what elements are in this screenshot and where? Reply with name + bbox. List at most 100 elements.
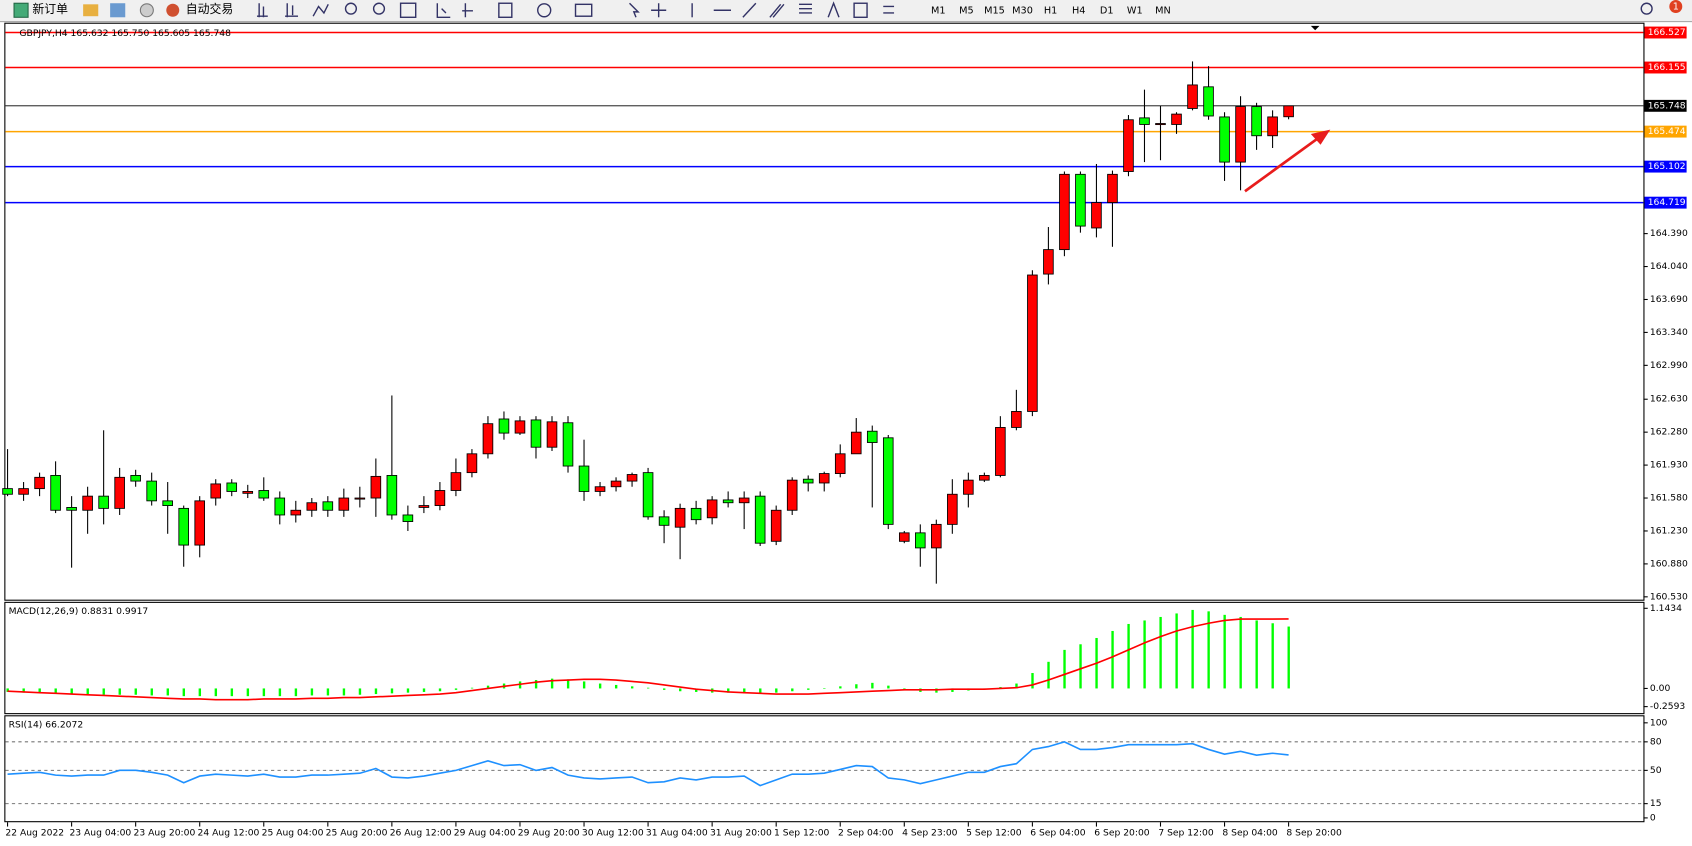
timeframe-button[interactable]: W1: [1127, 5, 1143, 16]
timeframe-button[interactable]: M15: [984, 5, 1005, 16]
macd-bar: [1015, 683, 1018, 689]
icon[interactable]: [285, 3, 299, 18]
candle-body: [242, 491, 254, 494]
timeframe-button[interactable]: D1: [1100, 5, 1114, 16]
macd-bar: [278, 688, 282, 697]
icon[interactable]: [827, 1, 840, 18]
icon[interactable]: [256, 3, 268, 18]
icon[interactable]: [651, 3, 667, 18]
x-tick-label: 2 Sep 04:00: [838, 828, 894, 839]
x-tick-label: 31 Aug 04:00: [646, 828, 708, 839]
y-tick-label: 163.340: [1650, 327, 1688, 338]
search-icon[interactable]: [1640, 2, 1653, 15]
icon[interactable]: [498, 2, 513, 18]
new-order-button[interactable]: 新订单: [32, 2, 68, 16]
icon[interactable]: [399, 2, 417, 18]
candle-body: [290, 509, 302, 516]
icon[interactable]: [344, 2, 358, 15]
macd-bar: [1159, 616, 1162, 689]
icon[interactable]: [83, 4, 99, 17]
x-tick-label: 29 Aug 20:00: [518, 828, 580, 839]
macd-bar: [1143, 620, 1146, 689]
price-label-box: [1644, 196, 1687, 209]
x-tick-label: 29 Aug 04:00: [454, 828, 516, 839]
candle-body: [98, 495, 109, 509]
macd-bar: [743, 688, 746, 693]
badge-count: 1: [1673, 1, 1679, 12]
rsi-title: RSI(14) 66.2072: [9, 719, 84, 730]
candle-body: [738, 497, 750, 504]
candle-body: [146, 480, 157, 502]
candle-body: [1123, 119, 1134, 172]
timeframe-button[interactable]: M5: [959, 5, 974, 16]
x-tick-label: 25 Aug 04:00: [262, 828, 324, 839]
timeframe-button[interactable]: H4: [1072, 5, 1085, 16]
macd-bar: [374, 688, 378, 695]
candle-body: [194, 500, 206, 546]
main-title: GBPJPY,H4 165.632 165.750 165.605 165.74…: [19, 28, 231, 39]
candle-body: [770, 509, 782, 542]
icon[interactable]: [139, 3, 154, 18]
candle-body: [2, 488, 13, 495]
x-tick-label: 26 Aug 12:00: [390, 828, 452, 839]
icon[interactable]: [462, 3, 473, 18]
macd-bar: [182, 688, 185, 697]
icon[interactable]: [629, 2, 640, 18]
candle-body: [1155, 123, 1166, 126]
candle-body: [1171, 113, 1182, 125]
candle-body: [674, 507, 686, 528]
icon[interactable]: [436, 3, 451, 18]
auto-trade-button[interactable]: 自动交易: [186, 2, 233, 16]
macd-bar: [486, 685, 490, 689]
icon[interactable]: [883, 5, 895, 14]
icon[interactable]: [742, 2, 757, 18]
icon[interactable]: [574, 3, 593, 17]
toolbar-bg: [0, 0, 1692, 22]
icon[interactable]: [372, 2, 386, 15]
macd-bar: [230, 688, 234, 697]
candle-body: [498, 418, 510, 434]
icon[interactable]: [769, 3, 785, 18]
candle-body: [850, 431, 862, 455]
timeframe-button[interactable]: H1: [1044, 5, 1057, 16]
timeframe-button[interactable]: MN: [1155, 5, 1171, 16]
y-tick-label: 0.00: [1650, 683, 1671, 694]
macd-bar: [406, 688, 410, 693]
macd-bar: [775, 688, 778, 693]
macd-bar: [1271, 623, 1274, 689]
timeframe-button[interactable]: M30: [1012, 5, 1033, 16]
candle-body: [50, 475, 61, 511]
candle-body: [626, 474, 638, 482]
candle-body: [1043, 249, 1054, 275]
tool-icons: [256, 1, 1653, 18]
candle-body: [370, 475, 382, 499]
price-label: 166.527: [1648, 27, 1686, 38]
timeframe-button[interactable]: M1: [931, 5, 946, 16]
candle-body: [690, 507, 702, 521]
plot: 160.530 160.880 161.230 161.580 161.930 162.2…: [2, 26, 1688, 839]
macd-bar: [470, 687, 474, 689]
candle-body: [1107, 173, 1118, 203]
macd-bar: [1031, 673, 1034, 689]
macd-bar: [22, 688, 25, 693]
rsi-frame: [4, 715, 1645, 823]
icon[interactable]: [110, 3, 126, 18]
macd-bar: [294, 688, 298, 697]
macd-bar: [646, 687, 650, 689]
y-tick-label: 162.990: [1650, 360, 1688, 371]
price-label: 165.748: [1648, 100, 1686, 111]
icon[interactable]: [312, 4, 329, 17]
macd-bar: [214, 688, 218, 697]
x-tick-label: 25 Aug 20:00: [326, 828, 388, 839]
icon[interactable]: [799, 3, 812, 14]
macd-bar: [38, 688, 41, 693]
icon[interactable]: [853, 2, 868, 18]
candle-body: [754, 495, 766, 544]
x-tick-label: 23 Aug 20:00: [134, 828, 196, 839]
macd-bar: [727, 688, 730, 693]
notification-badge[interactable]: [1669, 0, 1683, 13]
icon[interactable]: [537, 3, 552, 18]
macd-bar: [358, 688, 362, 695]
candle-body: [1251, 106, 1262, 137]
